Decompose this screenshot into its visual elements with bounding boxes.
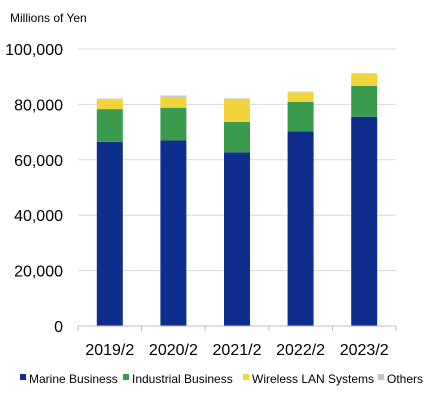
legend-label: Others — [387, 372, 423, 386]
bar-segment — [96, 109, 123, 142]
bar-segment — [160, 140, 187, 326]
y-tick-label: 20,000 — [14, 264, 63, 281]
bar-segment — [224, 121, 250, 153]
legend-swatch — [123, 374, 129, 380]
legend-swatch — [378, 374, 384, 380]
legend-label: Wireless LAN Systems — [252, 372, 374, 386]
bar-segment — [287, 131, 314, 326]
legend-swatch — [243, 374, 249, 380]
bar-segment — [224, 152, 250, 326]
bar-segment — [351, 85, 378, 117]
bar-segment — [287, 101, 314, 132]
y-tick-label: 80,000 — [14, 97, 63, 114]
bar-segment — [160, 96, 187, 108]
bar-segment — [224, 98, 250, 122]
legend-label: Marine Business — [29, 372, 118, 386]
bar-segment — [160, 107, 187, 141]
bar-segment — [224, 98, 250, 99]
y-tick-label: 0 — [54, 319, 63, 336]
bar-segment — [351, 116, 378, 327]
bar-segment — [160, 95, 187, 97]
y-tick-label: 60,000 — [14, 153, 63, 170]
x-tick-label: 2021/2 — [213, 342, 262, 359]
legend-label: Industrial Business — [132, 372, 233, 386]
bar-segment — [96, 141, 123, 326]
y-tick-label: 40,000 — [14, 208, 63, 225]
y-tick-label: 100,000 — [5, 42, 63, 59]
bar-segment — [96, 99, 123, 110]
bar-segment — [96, 98, 123, 100]
bars — [96, 73, 378, 327]
bar-segment — [287, 91, 314, 93]
x-tick-label: 2022/2 — [276, 342, 325, 359]
bar-segment — [287, 92, 314, 102]
legend-swatch — [20, 374, 26, 380]
legend: Marine Business Industrial Business Wirele… — [20, 372, 423, 386]
x-tick-label: 2019/2 — [85, 342, 134, 359]
x-tick-label: 2023/2 — [340, 342, 389, 359]
x-tick-label: 2020/2 — [149, 342, 198, 359]
y-axis-ticks: 0 20,000 40,000 60,000 80,000 100,000 — [5, 42, 63, 336]
x-axis-ticks: 2019/2 2020/2 2021/2 2022/2 2023/2 — [77, 326, 397, 359]
bar-segment — [351, 73, 378, 86]
y-axis-unit-label: Millions of Yen — [10, 11, 87, 25]
